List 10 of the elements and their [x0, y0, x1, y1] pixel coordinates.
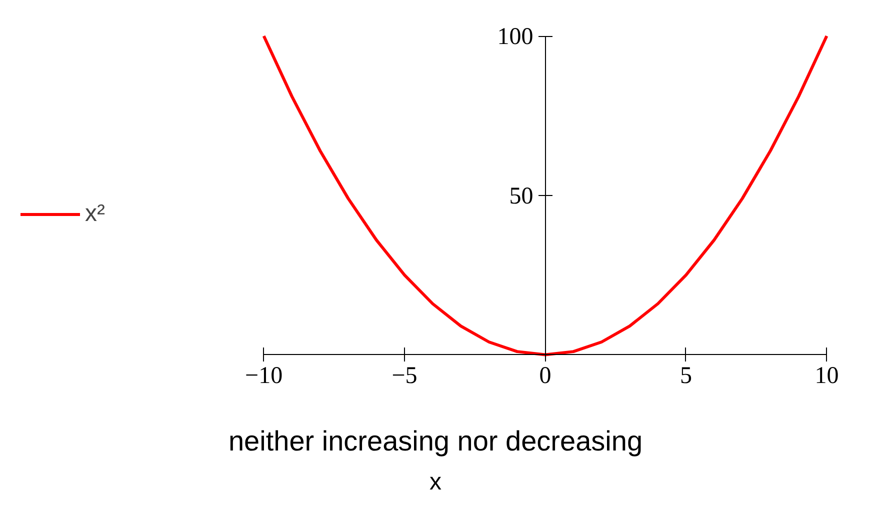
- x-axis-title: x: [430, 468, 442, 496]
- x-tick-label: −10: [245, 362, 283, 389]
- y-tick-label: 50: [509, 183, 534, 210]
- y-tick-label: 100: [497, 24, 534, 50]
- x-tick-label: 5: [680, 362, 692, 389]
- legend-label: x²: [85, 200, 105, 228]
- x-tick-label: −5: [392, 362, 418, 389]
- text: neither increasing nor decreasing: [228, 426, 643, 456]
- x-tick-label: 0: [539, 362, 552, 389]
- x-tick-label: 10: [814, 362, 839, 389]
